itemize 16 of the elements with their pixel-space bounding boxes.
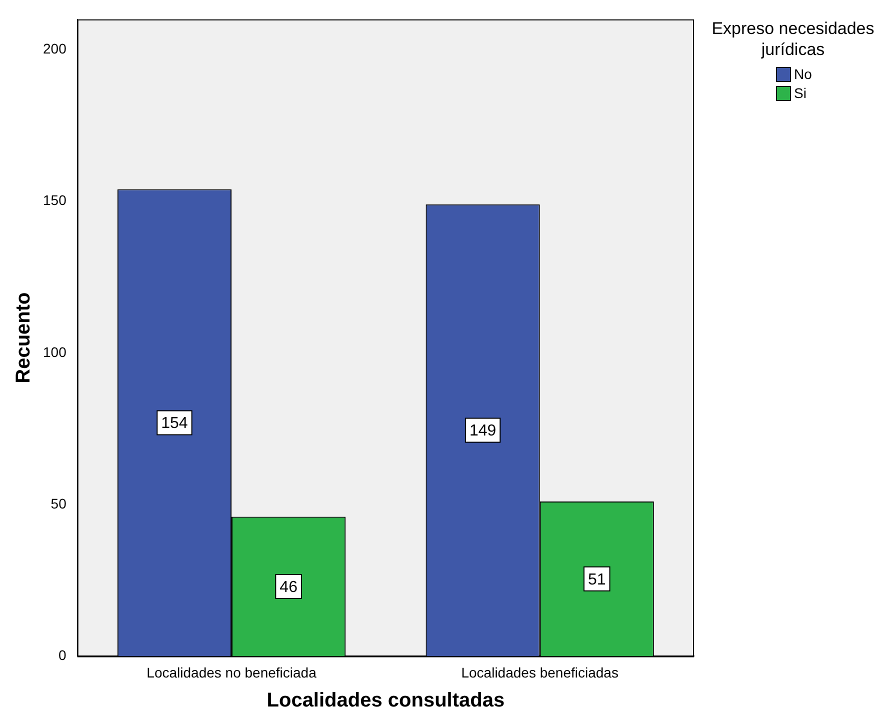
- y-tick-label: 0: [58, 647, 67, 664]
- y-tick-label: 200: [43, 40, 67, 57]
- legend-label: No: [794, 66, 812, 82]
- y-tick-label: 150: [43, 192, 67, 208]
- y-tick-label: 50: [50, 495, 67, 512]
- data-label: 51: [588, 571, 606, 588]
- y-tick-label: 100: [43, 344, 67, 360]
- legend-title: Expreso necesidades jurídicas: [710, 18, 876, 60]
- data-label: 154: [161, 415, 188, 432]
- legend-label: Si: [794, 85, 806, 101]
- y-axis-title: Recuento: [12, 292, 35, 384]
- x-axis-title: Localidades consultadas: [266, 690, 505, 712]
- x-tick-label: Localidades no beneficiada: [146, 664, 317, 680]
- data-label: 149: [469, 422, 496, 440]
- x-tick-label: Localidades beneficiadas: [461, 664, 618, 680]
- data-label: 46: [280, 578, 298, 596]
